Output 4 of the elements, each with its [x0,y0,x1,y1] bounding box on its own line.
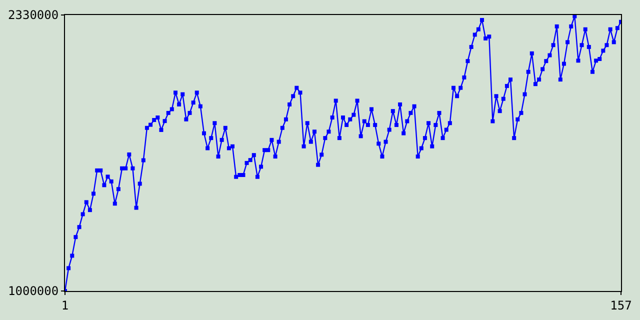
y-tick-label: 1000000 [8,284,59,298]
x-tick-label: 1 [61,298,69,312]
y-tick-label: 2330000 [8,8,59,22]
x-tick-label: 157 [610,298,632,312]
